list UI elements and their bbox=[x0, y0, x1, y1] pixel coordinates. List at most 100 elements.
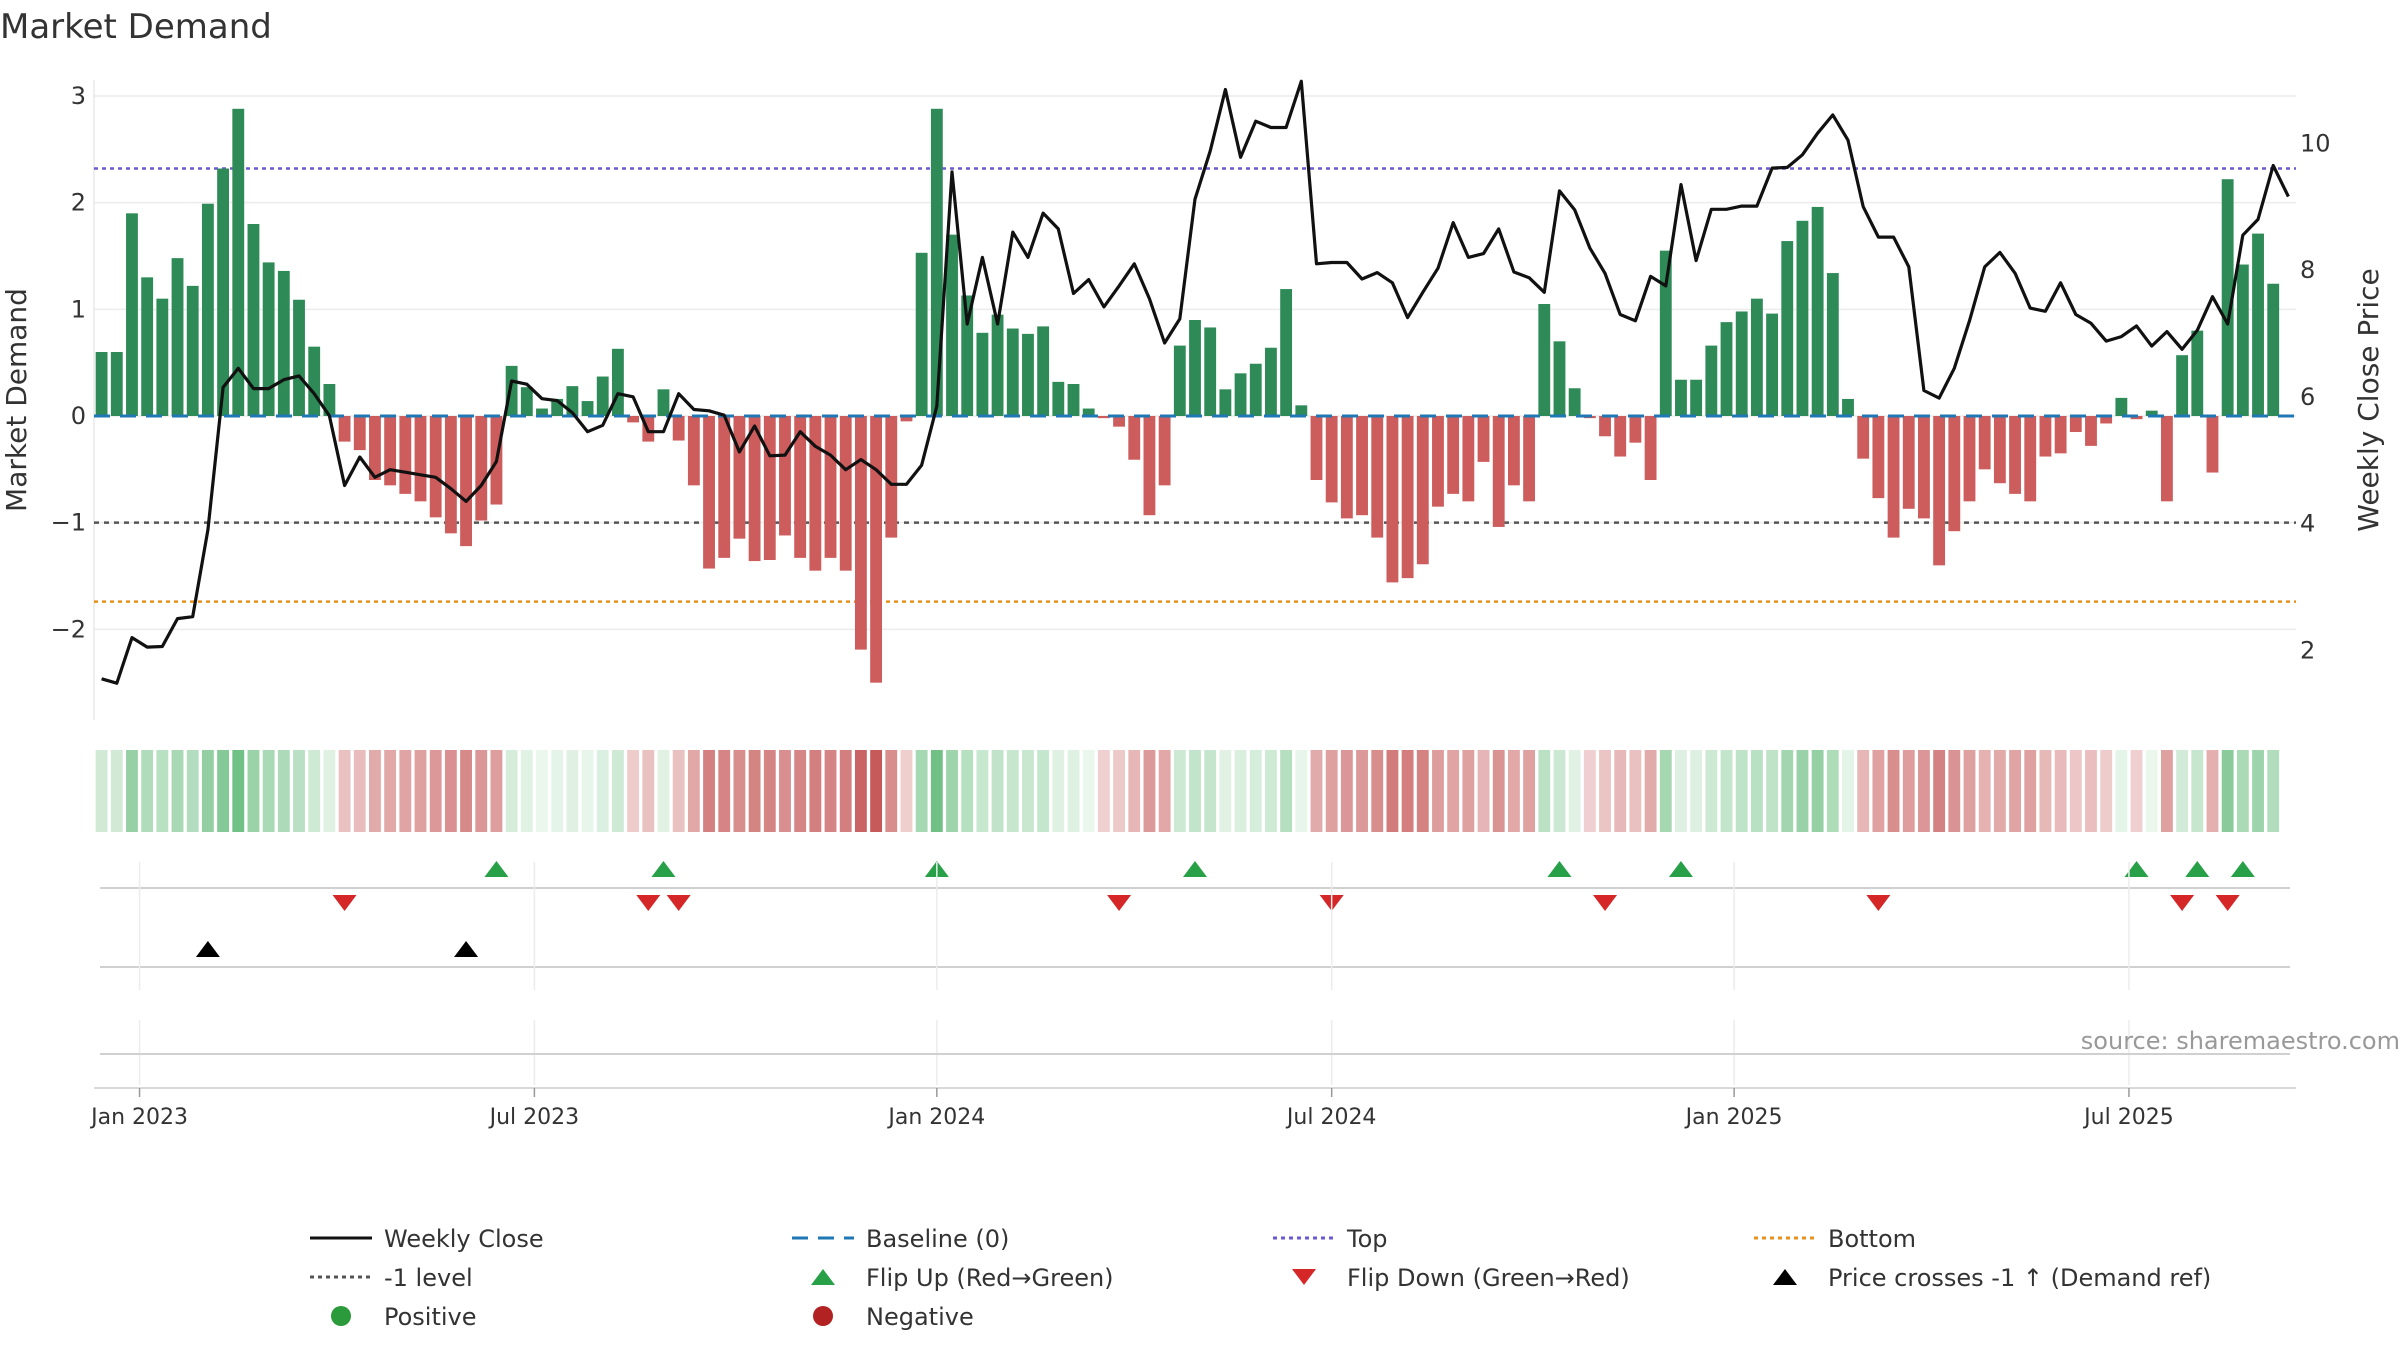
demand-bar bbox=[1948, 416, 1961, 532]
x-tick-label: Jul 2025 bbox=[2082, 1105, 2174, 1130]
x-tick-label: Jul 2023 bbox=[488, 1105, 580, 1130]
heat-cell bbox=[642, 750, 655, 832]
heat-cell bbox=[1963, 750, 1976, 832]
heat-cell bbox=[308, 750, 321, 832]
demand-bar bbox=[1234, 373, 1247, 416]
demand-bar bbox=[885, 416, 898, 538]
heat-cell bbox=[2252, 750, 2264, 832]
demand-bar bbox=[1568, 388, 1581, 416]
heat-cell bbox=[2069, 750, 2082, 832]
demand-bar bbox=[748, 416, 761, 562]
demand-bar bbox=[596, 376, 609, 416]
heat-cell bbox=[186, 750, 199, 832]
heat-cell bbox=[1750, 750, 1763, 832]
y-axis-left-ticks: −2 −1 0 1 2 3 bbox=[51, 82, 86, 643]
y-tick-label: −1 bbox=[51, 509, 86, 537]
heat-cell bbox=[399, 750, 412, 832]
chart-title: Market Demand bbox=[0, 7, 272, 47]
heat-cell bbox=[1902, 750, 1915, 832]
demand-bar bbox=[1295, 405, 1308, 416]
demand-bar bbox=[687, 416, 700, 486]
demand-bar bbox=[1356, 416, 1368, 516]
heat-cell bbox=[1492, 750, 1505, 832]
heat-cell bbox=[2206, 750, 2219, 832]
heat-cell bbox=[262, 750, 275, 832]
demand-bar bbox=[126, 213, 138, 416]
price-cross-panel bbox=[100, 941, 2290, 968]
demand-bar bbox=[1128, 416, 1141, 460]
heat-cell bbox=[1173, 750, 1186, 832]
demand-bar bbox=[1219, 389, 1232, 416]
flip-up-marker bbox=[1668, 861, 1693, 877]
heat-cell bbox=[1887, 750, 1900, 832]
heat-cell bbox=[1781, 750, 1794, 832]
heat-cell bbox=[126, 750, 138, 832]
x-axis-ticks: Jan 2023 Jul 2023 Jan 2024 Jul 2024 Jan 2025… bbox=[89, 1053, 2296, 1130]
heat-cell bbox=[201, 750, 214, 832]
demand-bar bbox=[794, 416, 807, 558]
demand-bar bbox=[627, 416, 640, 423]
demand-bar bbox=[141, 277, 154, 416]
source-annotation: source: sharemaestro.com bbox=[2081, 1027, 2400, 1055]
heat-cell bbox=[1067, 750, 1080, 832]
flip-down-marker bbox=[2215, 895, 2240, 911]
demand-bar bbox=[1675, 379, 1687, 416]
demand-bar bbox=[110, 352, 123, 416]
demand-bar bbox=[171, 258, 184, 416]
heat-cell bbox=[369, 750, 381, 832]
heat-cell bbox=[1675, 750, 1687, 832]
heat-cell bbox=[414, 750, 427, 832]
price-cross-marker bbox=[454, 941, 479, 957]
demand-bar bbox=[900, 416, 913, 422]
heat-cell bbox=[95, 750, 108, 832]
demand-bar bbox=[672, 416, 685, 441]
legend: Weekly Close Baseline (0) Top Bottom -1 leve… bbox=[310, 1225, 2211, 1331]
flip-up-marker bbox=[2230, 861, 2255, 877]
demand-bar bbox=[870, 416, 883, 683]
legend-label: -1 level bbox=[384, 1264, 473, 1292]
y2-tick-label: 8 bbox=[2300, 256, 2315, 284]
y-tick-label: 3 bbox=[71, 82, 86, 110]
legend-label: Baseline (0) bbox=[866, 1225, 1009, 1253]
heat-cell bbox=[1204, 750, 1217, 832]
demand-bar bbox=[1614, 416, 1627, 457]
demand-bar bbox=[1750, 298, 1763, 416]
y-tick-label: 1 bbox=[71, 295, 86, 323]
heat-cell bbox=[1993, 750, 2006, 832]
heat-cell bbox=[1052, 750, 1065, 832]
demand-bar bbox=[384, 416, 397, 486]
demand-bar bbox=[1826, 273, 1839, 416]
heat-cell bbox=[612, 750, 624, 832]
heat-cell bbox=[338, 750, 351, 832]
y-tick-label: 0 bbox=[71, 402, 86, 430]
heat-cell bbox=[1310, 750, 1323, 832]
heat-cell bbox=[1978, 750, 1991, 832]
demand-bar bbox=[201, 203, 214, 416]
demand-bar bbox=[1462, 416, 1475, 502]
heat-cell bbox=[1705, 750, 1718, 832]
demand-bar bbox=[2115, 397, 2128, 416]
heat-cell bbox=[1340, 750, 1353, 832]
y-tick-label: 2 bbox=[71, 189, 86, 217]
y2-tick-label: 6 bbox=[2300, 383, 2315, 411]
demand-bar bbox=[186, 285, 199, 416]
demand-bar bbox=[2252, 233, 2264, 416]
demand-bar bbox=[1067, 384, 1080, 416]
heat-cell bbox=[1523, 750, 1536, 832]
legend-label: Flip Down (Green→Red) bbox=[1347, 1264, 1630, 1292]
y-axis-label: Market Demand bbox=[0, 288, 33, 512]
heat-cell bbox=[1735, 750, 1748, 832]
heat-cell bbox=[217, 750, 230, 832]
demand-bar bbox=[1720, 322, 1733, 416]
heat-cell bbox=[460, 750, 472, 832]
demand-bar bbox=[536, 408, 548, 416]
heat-cell bbox=[1356, 750, 1368, 832]
legend-item: Bottom bbox=[1754, 1225, 1916, 1253]
demand-bar bbox=[1933, 416, 1946, 566]
heat-cell bbox=[1599, 750, 1611, 832]
heat-cell bbox=[444, 750, 457, 832]
demand-bar bbox=[733, 416, 746, 539]
flip-down-marker bbox=[636, 895, 661, 911]
heat-cell bbox=[794, 750, 807, 832]
heat-cell bbox=[536, 750, 548, 832]
